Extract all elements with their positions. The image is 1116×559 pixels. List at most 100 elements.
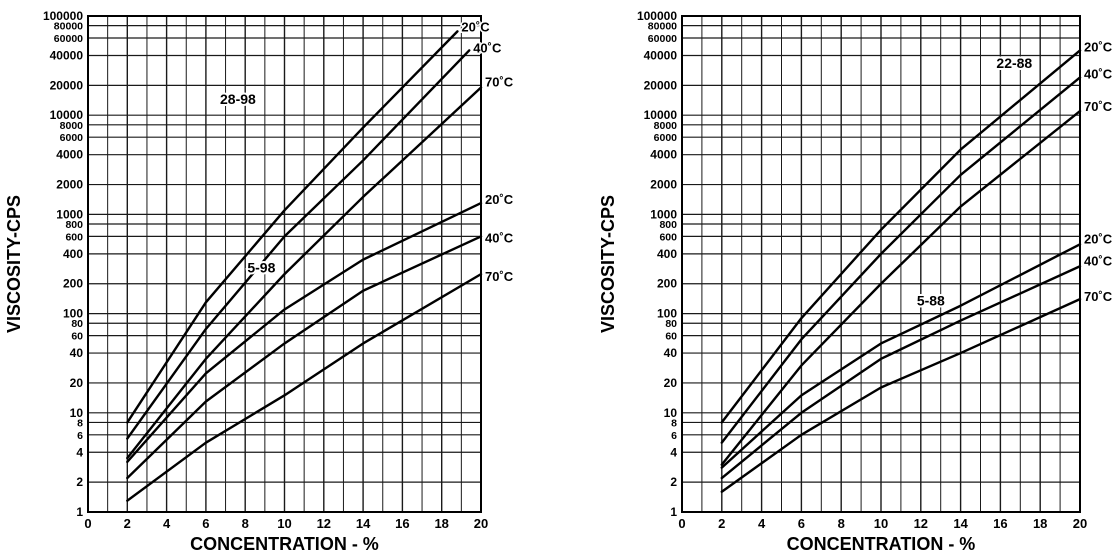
y-tick-label: 20 <box>70 376 84 390</box>
y-tick-label: 60 <box>665 331 677 343</box>
series-label: 70˚C <box>485 75 514 90</box>
y-tick-label: 1 <box>670 505 677 519</box>
y-tick-label: 100000 <box>637 9 677 23</box>
plot-frame <box>681 15 1081 513</box>
y-tick-label: 80000 <box>54 21 83 33</box>
series-line-22-88-20c <box>720 49 1082 424</box>
chart-panel-1: 1246810204060801002004006008001000200040… <box>4 9 515 554</box>
x-tick-label: 6 <box>798 516 805 531</box>
series-line-5-88-40c <box>720 265 1082 480</box>
series-label: 70˚C <box>1084 99 1113 114</box>
x-tick-label: 2 <box>124 516 131 531</box>
x-tick-label: 2 <box>718 516 725 531</box>
y-tick-label: 2000 <box>56 178 83 192</box>
y-tick-label: 40 <box>664 346 678 360</box>
y-tick-label: 10 <box>70 406 84 420</box>
x-tick-label: 18 <box>1033 516 1047 531</box>
x-tick-label: 0 <box>84 516 91 531</box>
y-tick-label: 8 <box>77 417 83 429</box>
series-label: 20˚C <box>1084 39 1113 54</box>
x-tick-label: 12 <box>914 516 928 531</box>
chart-panel-2: 1246810204060801002004006008001000200040… <box>598 9 1114 554</box>
y-tick-label: 800 <box>65 219 83 231</box>
series-line-5-98-70c <box>126 272 483 502</box>
y-tick-label: 6000 <box>60 132 84 144</box>
y-tick-label: 100 <box>63 307 83 321</box>
y-tick-label: 100000 <box>43 9 83 23</box>
y-tick-label: 400 <box>63 247 83 261</box>
x-tick-label: 20 <box>1073 516 1087 531</box>
series-line-28-98-20c <box>126 30 459 424</box>
x-axis-label: CONCENTRATION - % <box>190 534 379 554</box>
group-annotation: 22-88 <box>996 55 1032 71</box>
y-tick-label: 40000 <box>644 48 678 62</box>
y-tick-label: 60000 <box>648 33 677 45</box>
x-tick-label: 4 <box>163 516 171 531</box>
series-label: 40˚C <box>473 40 502 55</box>
y-tick-label: 40 <box>70 346 84 360</box>
x-tick-label: 14 <box>953 516 968 531</box>
x-axis-label: CONCENTRATION - % <box>787 534 976 554</box>
y-axis-label: VISCOSITY-CPS <box>4 195 24 333</box>
y-tick-label: 8000 <box>654 120 678 132</box>
x-tick-label: 0 <box>678 516 685 531</box>
x-tick-label: 10 <box>874 516 888 531</box>
y-tick-label: 20 <box>664 376 678 390</box>
y-tick-label: 1000 <box>56 207 83 221</box>
x-tick-label: 8 <box>242 516 249 531</box>
series-label: 70˚C <box>485 269 514 284</box>
y-tick-label: 200 <box>657 277 677 291</box>
series-label: 70˚C <box>1084 289 1113 304</box>
series-line-28-98-70c <box>126 86 483 460</box>
y-tick-label: 4000 <box>56 148 83 162</box>
y-tick-label: 10 <box>664 406 678 420</box>
y-tick-label: 10000 <box>50 108 84 122</box>
y-tick-label: 40000 <box>50 48 84 62</box>
group-annotation: 5-98 <box>247 259 275 275</box>
x-tick-label: 14 <box>356 516 371 531</box>
x-tick-label: 20 <box>474 516 488 531</box>
y-tick-label: 200 <box>63 277 83 291</box>
x-tick-label: 10 <box>277 516 291 531</box>
x-tick-label: 4 <box>758 516 766 531</box>
series-line-5-88-70c <box>720 297 1082 493</box>
y-tick-label: 100 <box>657 307 677 321</box>
y-tick-label: 60 <box>71 331 83 343</box>
series-label: 20˚C <box>1084 231 1113 246</box>
y-tick-label: 1000 <box>650 207 677 221</box>
y-tick-label: 80 <box>665 318 677 330</box>
y-tick-label: 2 <box>76 475 83 489</box>
series-line-22-88-70c <box>720 109 1082 466</box>
y-tick-label: 2 <box>670 475 677 489</box>
series-label: 20˚C <box>461 19 490 34</box>
y-tick-label: 80 <box>71 318 83 330</box>
y-tick-label: 10000 <box>644 108 678 122</box>
y-tick-label: 600 <box>65 231 83 243</box>
series-line-5-88-20c <box>720 243 1082 469</box>
y-tick-label: 4 <box>670 445 677 459</box>
y-tick-label: 4000 <box>650 148 677 162</box>
y-tick-label: 4 <box>76 445 83 459</box>
group-annotation: 28-98 <box>220 91 256 107</box>
series-line-28-98-40c <box>126 49 471 440</box>
y-tick-label: 800 <box>659 219 677 231</box>
series-line-5-98-40c <box>126 235 483 480</box>
y-tick-label: 6 <box>671 430 677 442</box>
y-tick-label: 60000 <box>54 33 83 45</box>
y-tick-label: 8000 <box>60 120 84 132</box>
y-tick-label: 400 <box>657 247 677 261</box>
y-tick-label: 6 <box>77 430 83 442</box>
plot-frame <box>87 15 482 513</box>
x-tick-label: 6 <box>202 516 209 531</box>
series-line-5-98-20c <box>126 201 483 464</box>
y-tick-label: 600 <box>659 231 677 243</box>
y-tick-label: 20000 <box>50 78 84 92</box>
y-tick-label: 1 <box>76 505 83 519</box>
series-label: 40˚C <box>485 230 514 245</box>
series-line-22-88-40c <box>720 76 1082 444</box>
x-tick-label: 16 <box>395 516 409 531</box>
y-tick-label: 2000 <box>650 178 677 192</box>
series-label: 40˚C <box>1084 66 1113 81</box>
